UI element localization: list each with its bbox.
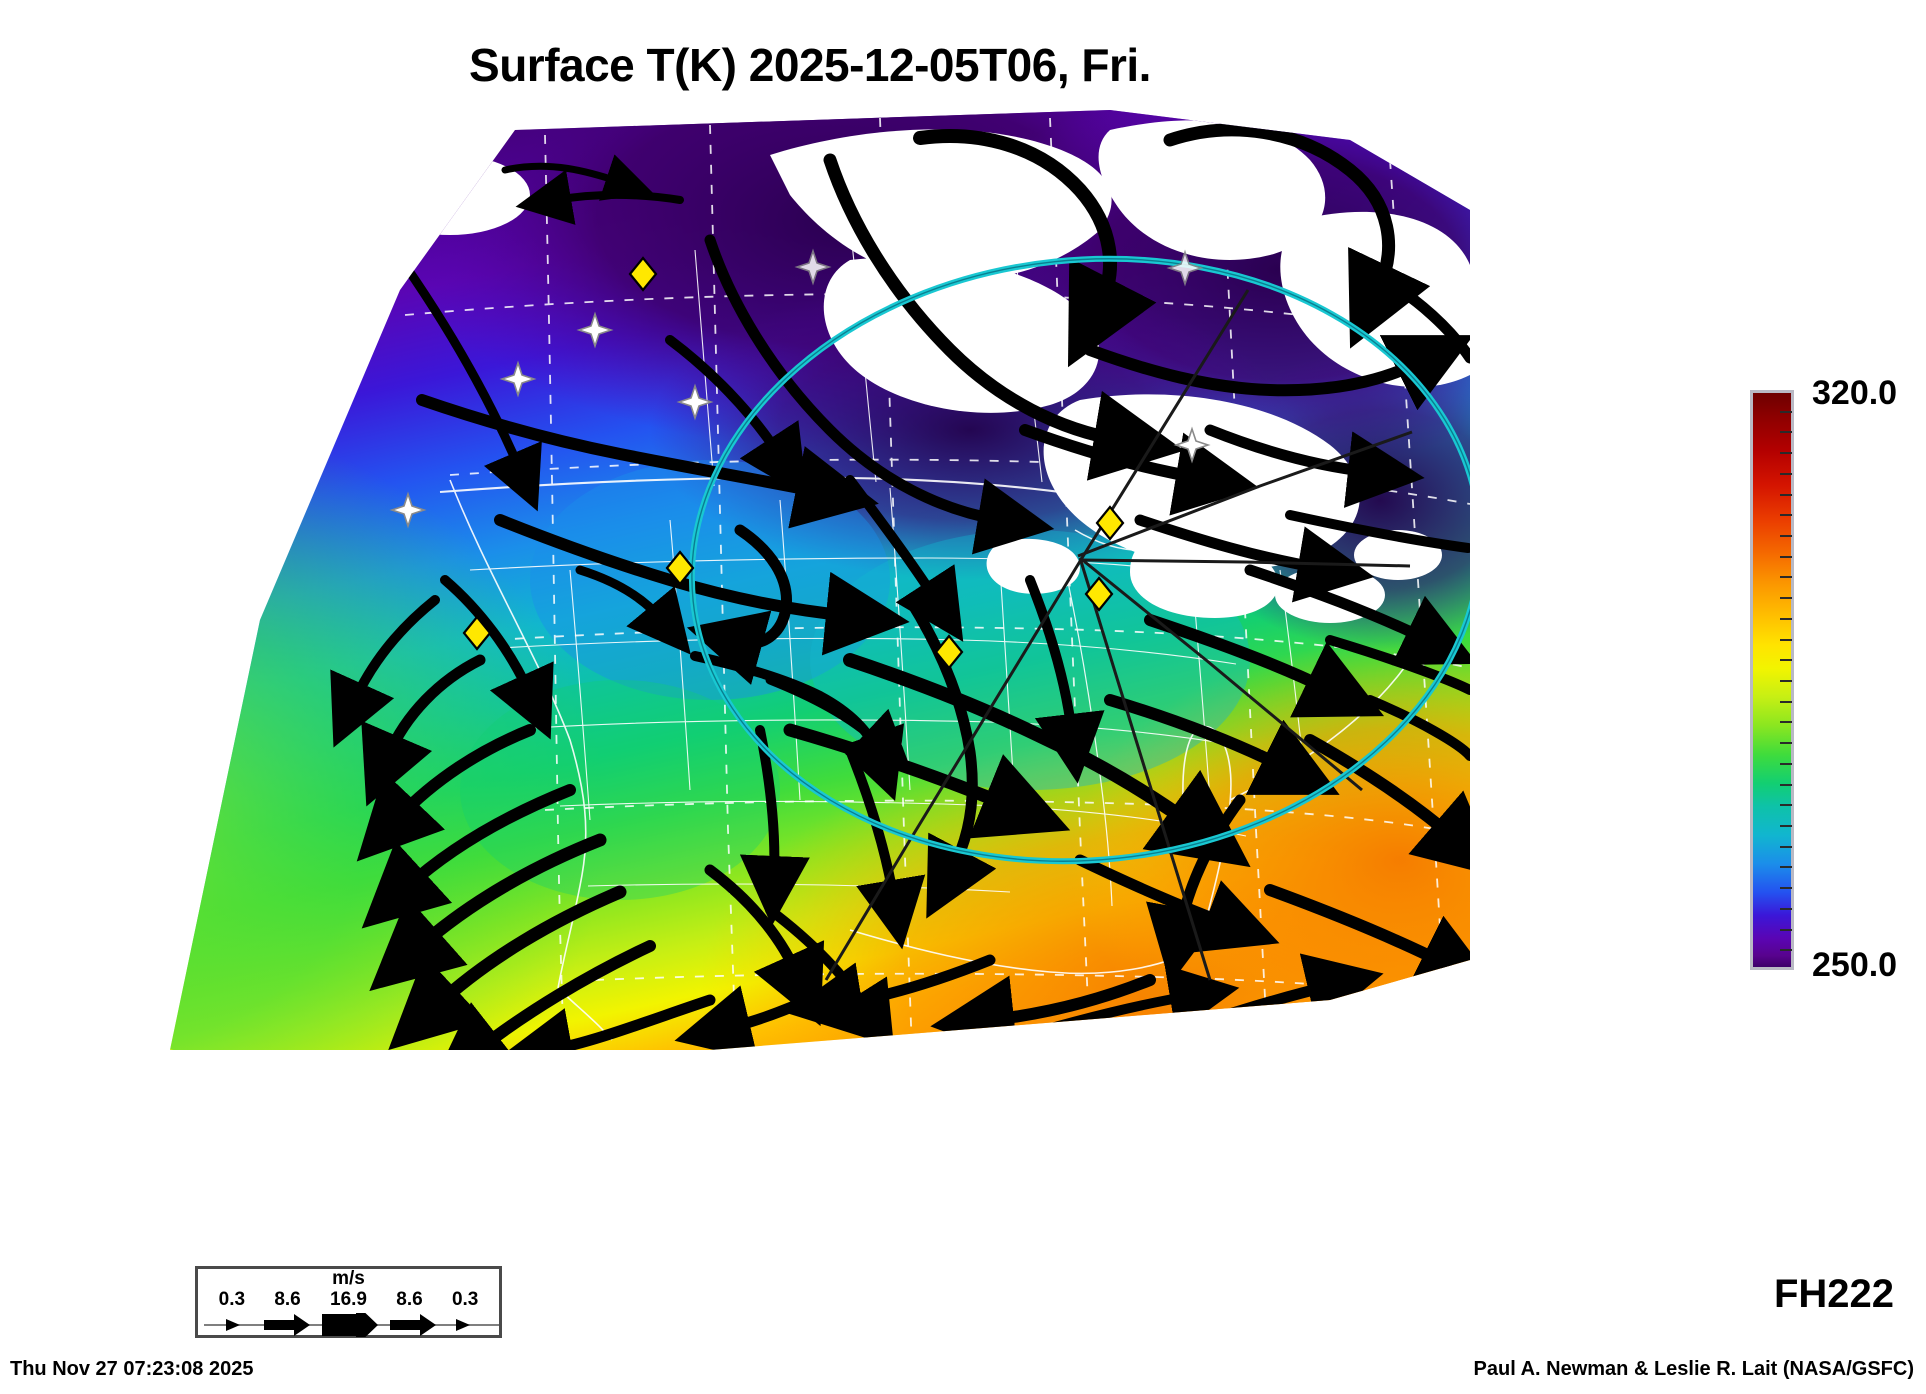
temperature-map[interactable] [150,100,1470,1050]
wind-value-1: 8.6 [274,1289,301,1310]
colorbar-tick [1780,866,1792,869]
wind-value-3: 8.6 [396,1289,423,1310]
colorbar-tick [1780,638,1792,641]
wind-value-0: 0.3 [218,1289,246,1310]
colorbar-tick [1780,493,1792,496]
colorbar-tick [1780,680,1792,682]
colorbar-tick [1780,928,1792,931]
colorbar-tick [1780,845,1792,848]
great-circle-lines[interactable] [824,289,1413,981]
colorbar-tick [1780,452,1792,455]
colorbar-tick [1780,721,1792,724]
wind-streamlines [330,123,1470,1050]
colorbar-tick [1780,887,1792,890]
map-panel[interactable] [150,100,1470,1050]
diamond-marker[interactable] [462,256,1125,670]
colorbar-tick [1780,576,1792,579]
station-markers[interactable] [389,248,1211,670]
page-title: Surface T(K) 2025-12-05T06, Fri. [469,39,1151,91]
colorbar-tick [1780,555,1792,558]
graticule [404,117,1470,1050]
colorbar-tick [1780,597,1792,600]
colorbar-tick [1780,514,1792,517]
colorbar-tick [1780,700,1792,703]
colorbar-tick [1780,907,1792,910]
wind-value-4: 0.3 [451,1289,479,1310]
author-credit: Paul A. Newman & Leslie R. Lait (NASA/GS… [1473,1358,1914,1380]
colorbar-max-label: 320.0 [1812,374,1898,412]
colorbar-gradient [1750,390,1794,970]
colorbar-tick [1780,783,1792,786]
colorbar-tick [1780,472,1792,475]
wind-legend-arrow-scale [204,1313,499,1337]
generation-timestamp: Thu Nov 27 07:23:08 2025 [10,1358,254,1380]
colorbar-tick [1780,742,1792,745]
colorbar-tick [1780,431,1792,434]
forecast-hour-label: FH222 [1773,1272,1894,1316]
range-circle-overlay[interactable] [662,220,1470,899]
colorbar-min-label: 250.0 [1812,946,1898,984]
colorbar-tick [1780,535,1792,537]
colorbar-tick [1780,949,1792,952]
wind-legend-values: 0.3 8.6 16.9 8.6 0.3 [198,1289,499,1311]
wind-speed-legend: m/s 0.3 8.6 16.9 8.6 0.3 [195,1266,502,1338]
star-marker[interactable] [389,248,1211,529]
colorbar-tick [1780,410,1792,413]
colorbar-tick [1780,804,1792,807]
colorbar-tick [1780,762,1792,765]
wind-legend-units-label: m/s [332,1268,365,1289]
colorbar: 320.0 250.0 [1750,374,1926,990]
colorbar-tick [1780,825,1792,827]
colorbar-tick [1780,617,1792,620]
wind-value-2: 16.9 [330,1289,367,1310]
colorbar-tick [1780,659,1792,662]
